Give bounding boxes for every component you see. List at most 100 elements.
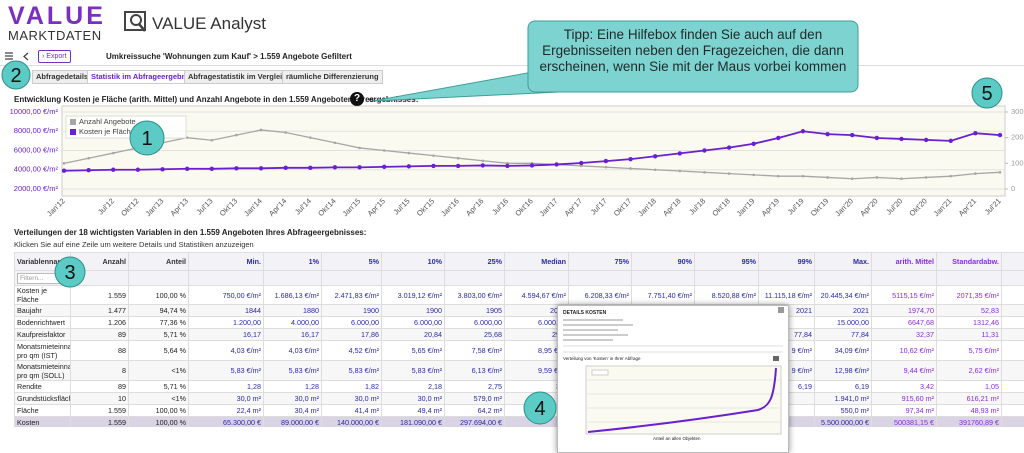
table-cell: 10,62 €/m² (872, 341, 937, 361)
table-cell: 1900 (382, 305, 445, 317)
breadcrumb: Umkreissuche 'Wohnungen zum Kauf' > 1.55… (106, 52, 352, 61)
data-point (62, 169, 66, 173)
table-cell: 2.471,83 €/m² (322, 286, 382, 305)
data-point (112, 152, 115, 155)
column-header[interactable]: 5% (322, 253, 382, 271)
table-cell: 1,05 (937, 381, 1002, 393)
data-point (383, 149, 386, 152)
column-header[interactable]: Max. (815, 253, 872, 271)
x-tick-label: Apr'20 (858, 196, 880, 218)
y-tick-label: 8000,00 €/m² (14, 126, 59, 135)
x-tick-label: Okt'16 (513, 196, 535, 218)
table-cell: 17,86 (322, 329, 382, 341)
table-cell: 1.206 (71, 317, 129, 329)
table-cell: 5.500.000,00 € (815, 417, 872, 428)
data-point (234, 166, 238, 170)
legend-swatch (70, 129, 76, 135)
x-tick-label: Okt'12 (119, 196, 141, 218)
filter-cell (872, 271, 937, 286)
data-point (850, 133, 854, 137)
table-cell (1002, 393, 1024, 405)
x-tick-label: Jul'19 (786, 196, 806, 216)
column-header[interactable]: Min. (189, 253, 264, 271)
table-cell: 181.090,00 € (382, 417, 445, 428)
table-cell: 41,4 m² (322, 405, 382, 417)
app-title: VALUE Analyst (152, 14, 266, 34)
column-header[interactable]: 1% (264, 253, 322, 271)
table-cell: Rendite (15, 381, 71, 393)
tab[interactable]: Statistik im Abfrageergebnis (87, 70, 196, 84)
table-cell: 5115,15 €/m² (872, 286, 937, 305)
table-row[interactable]: Monatsmieteinnahme pro qm (IST)885,64 %4… (15, 341, 1024, 361)
help-icon[interactable]: ? (350, 92, 364, 106)
filter-cell (71, 271, 129, 286)
data-point (284, 131, 287, 134)
column-header[interactable]: Anteil (129, 253, 189, 271)
table-cell: 550,0 m² (815, 405, 872, 417)
data-point (111, 168, 115, 172)
table-cell: Kosten (15, 417, 71, 428)
table-cell: 97,34 m² (872, 405, 937, 417)
x-tick-label: Jul'21 (983, 196, 1003, 216)
column-header[interactable]: 90% (632, 253, 695, 271)
column-header[interactable]: Standardabw. (937, 253, 1002, 271)
table-cell: 1,28 (264, 381, 322, 393)
tab[interactable]: Abfragestatistik im Vergleich (184, 70, 295, 84)
table-cell: 7.751,40 €/m² (632, 286, 695, 305)
table-cell: 500381,15 € (872, 417, 937, 428)
column-header[interactable]: arith. Mittel (872, 253, 937, 271)
data-point (776, 136, 780, 140)
filter-cell (189, 271, 264, 286)
data-point (309, 136, 312, 139)
filter-cell (1002, 271, 1024, 286)
nav-icons[interactable] (4, 51, 34, 62)
column-header[interactable]: Variablenname (15, 253, 71, 271)
table-cell: 100,00 % (129, 417, 189, 428)
table-cell: 1.686,13 €/m² (264, 286, 322, 305)
data-point (751, 142, 755, 146)
logo[interactable]: VALUE (8, 2, 106, 31)
column-header[interactable]: 10% (382, 253, 445, 271)
x-tick-label: Jan'16 (439, 196, 461, 218)
column-header[interactable]: fläc (1002, 253, 1024, 271)
tab[interactable]: räumliche Differenzierung (282, 70, 383, 84)
column-header[interactable]: Median (505, 253, 569, 271)
table-row[interactable]: Monatsmieteinnahme pro qm (SOLL)8<1%5,83… (15, 361, 1024, 381)
column-header[interactable]: 75% (569, 253, 632, 271)
table-cell: Bodenrichtwert (15, 317, 71, 329)
table-cell: 88 (71, 341, 129, 361)
table-cell: 100,00 % (129, 405, 189, 417)
data-point (481, 163, 485, 167)
table-cell: 1.559 (71, 286, 129, 305)
column-header[interactable]: 99% (759, 253, 815, 271)
table-cell: 4,03 €/m² (189, 341, 264, 361)
table-cell: 1.477 (71, 305, 129, 317)
column-header[interactable]: Anzahl (71, 253, 129, 271)
tab[interactable]: Abfragedetails (32, 70, 92, 84)
x-tick-label: Jul'12 (96, 196, 116, 216)
data-point (554, 162, 558, 166)
data-point (407, 164, 411, 168)
legend-label: Kosten je Fläche (79, 127, 135, 136)
column-header[interactable]: 95% (695, 253, 759, 271)
export-button[interactable]: › Export (38, 50, 71, 63)
table-cell: 11.115,18 €/m² (759, 286, 815, 305)
export-label[interactable]: Export (46, 53, 66, 60)
data-point (210, 139, 213, 142)
data-point (432, 154, 435, 157)
column-header[interactable]: 25% (445, 253, 505, 271)
table-cell (1002, 381, 1024, 393)
table-cell: Kosten je Fläche (15, 286, 71, 305)
x-tick-label: Jul'20 (884, 196, 904, 216)
filter-input[interactable]: Filtern... (17, 273, 68, 284)
data-point (752, 174, 755, 177)
